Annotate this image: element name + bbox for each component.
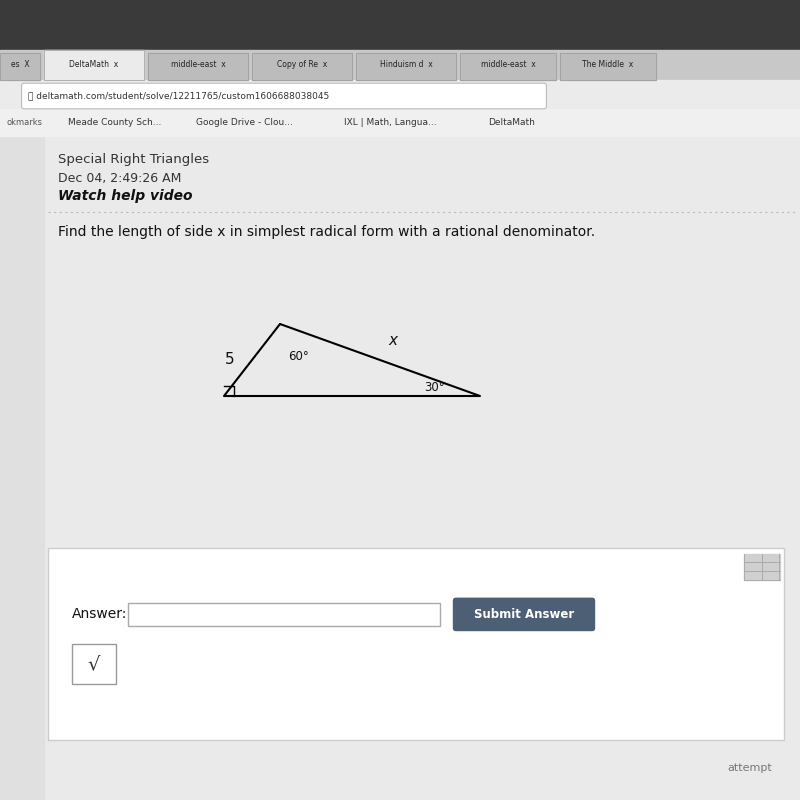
Bar	[148, 53, 248, 80]
Text: attempt: attempt	[727, 763, 772, 773]
Text: 60°: 60°	[288, 350, 309, 362]
Text: x: x	[388, 333, 397, 348]
Text: es  X: es X	[10, 60, 30, 70]
Bar	[0, 136, 800, 800]
Text: 🔒 deltamath.com/student/solve/12211765/custom1606688038045: 🔒 deltamath.com/student/solve/12211765/c…	[28, 91, 330, 101]
Bar	[0, 0, 800, 50]
Bar	[0, 53, 40, 80]
Text: Find the length of side x in simplest radical form with a rational denominator.: Find the length of side x in simplest ra…	[58, 225, 594, 239]
Text: middle-east  x: middle-east x	[481, 60, 535, 70]
Text: 5: 5	[225, 353, 234, 367]
Bar	[560, 53, 656, 80]
Bar	[252, 53, 352, 80]
Text: Google Drive - Clou...: Google Drive - Clou...	[196, 118, 293, 127]
Bar	[356, 53, 456, 80]
Bar	[0, 53, 40, 80]
Text: Copy of Re  x: Copy of Re x	[277, 60, 327, 70]
Bar	[560, 53, 656, 80]
Bar	[460, 53, 556, 80]
Bar	[460, 53, 556, 80]
Bar	[0, 136, 44, 800]
Bar	[44, 50, 144, 80]
Bar	[252, 53, 352, 80]
Bar	[356, 53, 456, 80]
Bar	[744, 554, 780, 580]
Text: okmarks: okmarks	[6, 118, 42, 127]
FancyBboxPatch shape	[453, 598, 595, 631]
Text: Submit Answer: Submit Answer	[474, 608, 574, 621]
Bar	[0, 109, 800, 136]
Text: Meade County Sch...: Meade County Sch...	[68, 118, 162, 127]
Text: Special Right Triangles: Special Right Triangles	[58, 154, 209, 166]
Bar	[44, 50, 144, 80]
Bar	[128, 603, 440, 626]
Text: √: √	[87, 654, 100, 674]
Bar	[0, 50, 800, 80]
Text: DeltaMath  x: DeltaMath x	[70, 60, 118, 70]
Text: Hinduism d  x: Hinduism d x	[380, 60, 432, 70]
Text: The Middle  x: The Middle x	[582, 60, 634, 70]
Text: Dec 04, 2:49:26 AM: Dec 04, 2:49:26 AM	[58, 172, 181, 185]
FancyBboxPatch shape	[48, 548, 784, 740]
Text: Watch help video: Watch help video	[58, 189, 192, 203]
Bar	[0, 80, 800, 109]
Text: IXL | Math, Langua...: IXL | Math, Langua...	[344, 118, 437, 127]
Text: 30°: 30°	[424, 381, 445, 394]
Text: middle-east  x: middle-east x	[170, 60, 226, 70]
Bar	[72, 644, 116, 684]
Bar	[148, 53, 248, 80]
Text: DeltaMath: DeltaMath	[488, 118, 535, 127]
FancyBboxPatch shape	[22, 83, 546, 109]
Text: Answer:: Answer:	[72, 607, 127, 622]
